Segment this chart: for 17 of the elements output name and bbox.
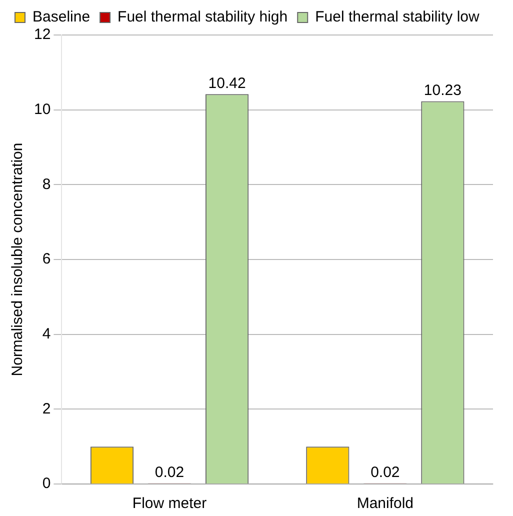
data-label: 10.42 bbox=[208, 74, 246, 92]
y-tick-label: 12 bbox=[34, 26, 51, 44]
data-label: 10.23 bbox=[424, 82, 462, 99]
y-tick-label: 8 bbox=[42, 176, 51, 193]
y-tick-label: 10 bbox=[34, 100, 51, 118]
y-tick-label: 4 bbox=[42, 325, 51, 342]
data-label: 0.02 bbox=[154, 464, 184, 481]
y-axis-title: Normalised insoluble concentration bbox=[9, 142, 26, 376]
data-label: 0.02 bbox=[370, 464, 400, 481]
legend-label: Fuel thermal stability low bbox=[315, 8, 480, 26]
legend-label: Fuel thermal stability high bbox=[118, 8, 288, 26]
legend-label: Baseline bbox=[32, 8, 90, 26]
y-tick-label: 0 bbox=[42, 475, 51, 492]
x-tick-label: Manifold bbox=[356, 495, 414, 512]
y-tick-label: 6 bbox=[42, 250, 51, 268]
y-tick-label: 2 bbox=[42, 400, 51, 418]
x-tick-label: Flow meter bbox=[132, 495, 207, 512]
